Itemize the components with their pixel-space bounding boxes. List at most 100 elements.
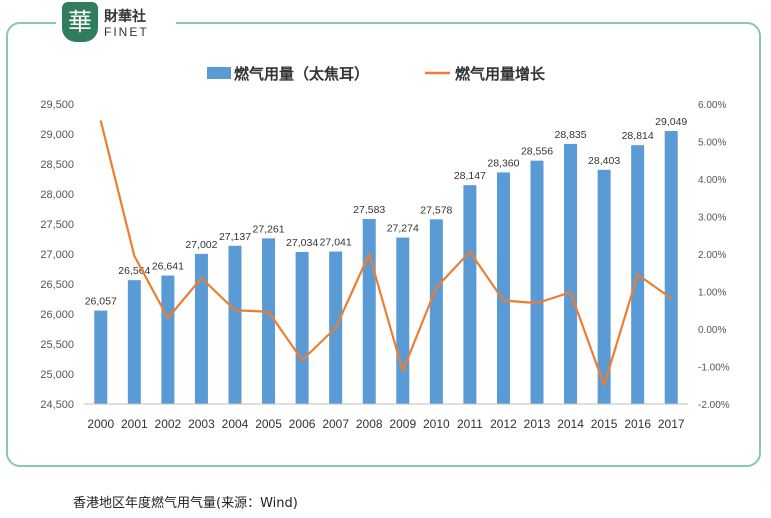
bar bbox=[496, 172, 510, 404]
bar bbox=[228, 245, 242, 404]
bar-value-label: 27,002 bbox=[185, 239, 217, 251]
x-tick-label: 2015 bbox=[591, 417, 618, 431]
x-tick-label: 2003 bbox=[188, 417, 215, 431]
bar-value-label: 28,403 bbox=[588, 155, 620, 167]
growth-point bbox=[603, 384, 605, 387]
growth-point bbox=[636, 273, 639, 276]
bar-value-label: 26,057 bbox=[85, 296, 117, 308]
right-tick-label: 3.00% bbox=[698, 213, 726, 224]
left-tick-label: 24,500 bbox=[40, 399, 74, 411]
growth-line-series bbox=[99, 120, 673, 387]
left-tick-label: 25,500 bbox=[40, 339, 74, 351]
growth-point bbox=[502, 299, 505, 302]
growth-point bbox=[368, 253, 371, 255]
bar bbox=[429, 219, 443, 404]
left-axis: 24,500 25,000 25,500 26,000 26,500 27,000 27,5… bbox=[40, 99, 74, 411]
growth-point bbox=[670, 297, 673, 300]
legend-bar-label: 燃气用量（太焦耳） bbox=[234, 65, 369, 83]
left-tick-label: 26,000 bbox=[40, 309, 74, 321]
bar bbox=[597, 169, 611, 404]
brand-mark-icon: 華 bbox=[62, 2, 98, 42]
left-tick-label: 27,500 bbox=[40, 219, 74, 231]
left-tick-label: 29,500 bbox=[40, 99, 74, 111]
legend: 燃气用量（太焦耳） 燃气用量增长 bbox=[207, 65, 546, 83]
bar bbox=[530, 160, 544, 404]
right-tick-label: -1.00% bbox=[698, 363, 730, 374]
bar bbox=[362, 219, 376, 404]
left-tick-label: 25,000 bbox=[40, 369, 74, 381]
growth-point bbox=[167, 317, 169, 319]
growth-point bbox=[401, 370, 404, 372]
growth-point bbox=[267, 310, 270, 313]
left-tick-label: 28,500 bbox=[40, 159, 74, 171]
x-tick-label: 2001 bbox=[121, 417, 148, 431]
bar-value-label: 27,583 bbox=[353, 204, 385, 216]
chart-frame bbox=[6, 22, 761, 467]
bar bbox=[463, 185, 477, 404]
bar bbox=[161, 275, 175, 404]
x-tick-label: 2014 bbox=[557, 417, 584, 431]
growth-point bbox=[133, 255, 136, 257]
x-tick-label: 2008 bbox=[356, 417, 383, 431]
right-axis: -2.00% -1.00% 0.00% 1.00% 2.00% 3.00% 4.00% 5.0… bbox=[698, 100, 730, 411]
brand-name-cn: 財華社 bbox=[104, 9, 146, 25]
x-tick-label: 2000 bbox=[87, 417, 114, 431]
right-tick-label: 5.00% bbox=[698, 138, 726, 149]
growth-line bbox=[99, 120, 672, 387]
x-tick-label: 2017 bbox=[658, 417, 685, 431]
bar bbox=[295, 251, 309, 404]
left-tick-label: 29,000 bbox=[40, 129, 74, 141]
right-tick-label: 6.00% bbox=[698, 100, 726, 111]
brand-name-en: FINET bbox=[104, 25, 149, 39]
bar-value-label: 27,041 bbox=[320, 237, 352, 249]
bar-value-label: 28,835 bbox=[554, 129, 586, 141]
x-tick-label: 2006 bbox=[289, 417, 316, 431]
right-tick-label: -2.00% bbox=[698, 400, 730, 411]
bar-value-label: 28,814 bbox=[622, 130, 654, 142]
x-tick-label: 2011 bbox=[457, 417, 483, 431]
right-tick-label: 1.00% bbox=[698, 288, 726, 299]
bar-value-label: 28,360 bbox=[487, 157, 519, 169]
right-tick-label: 2.00% bbox=[698, 250, 726, 261]
bar bbox=[127, 280, 141, 404]
bar-value-label: 27,034 bbox=[286, 237, 318, 249]
x-tick-label: 2016 bbox=[624, 417, 651, 431]
bar bbox=[94, 310, 108, 404]
x-tick-label: 2009 bbox=[389, 417, 416, 431]
growth-point bbox=[334, 327, 337, 329]
growth-point bbox=[234, 309, 236, 312]
bar bbox=[194, 253, 208, 404]
x-tick-label: 2005 bbox=[255, 417, 282, 431]
growth-point bbox=[469, 250, 471, 253]
bar-value-label: 26,564 bbox=[118, 265, 150, 277]
bar-value-label: 28,556 bbox=[521, 146, 553, 158]
bar-value-label: 27,137 bbox=[219, 231, 251, 243]
bar bbox=[262, 238, 276, 404]
growth-point bbox=[200, 277, 203, 279]
legend-bar-swatch bbox=[207, 67, 231, 79]
legend-line-label: 燃气用量增长 bbox=[455, 65, 546, 83]
left-tick-label: 28,000 bbox=[40, 189, 74, 201]
growth-point bbox=[569, 291, 572, 294]
x-tick-label: 2004 bbox=[222, 417, 249, 431]
right-tick-label: 0.00% bbox=[698, 325, 726, 336]
growth-point bbox=[99, 120, 102, 122]
left-tick-label: 27,000 bbox=[40, 249, 74, 261]
bar-value-label: 29,049 bbox=[655, 116, 687, 128]
bar bbox=[396, 237, 410, 404]
bar-value-label: 26,641 bbox=[152, 261, 184, 273]
bar-value-label: 28,147 bbox=[454, 170, 486, 182]
chart-caption: 香港地区年度燃气用气量(来源：Wind) bbox=[73, 496, 298, 511]
growth-point bbox=[435, 286, 438, 289]
x-tick-label: 2012 bbox=[490, 417, 517, 431]
right-tick-label: 4.00% bbox=[698, 175, 726, 186]
x-tick-label: 2007 bbox=[322, 417, 349, 431]
left-tick-label: 26,500 bbox=[40, 279, 74, 291]
bar bbox=[664, 131, 678, 404]
bar-value-label: 27,274 bbox=[387, 223, 419, 235]
x-tick-label: 2013 bbox=[524, 417, 551, 431]
growth-point bbox=[301, 359, 303, 361]
brand-logo: 華 財華社 FINET bbox=[56, 0, 176, 46]
